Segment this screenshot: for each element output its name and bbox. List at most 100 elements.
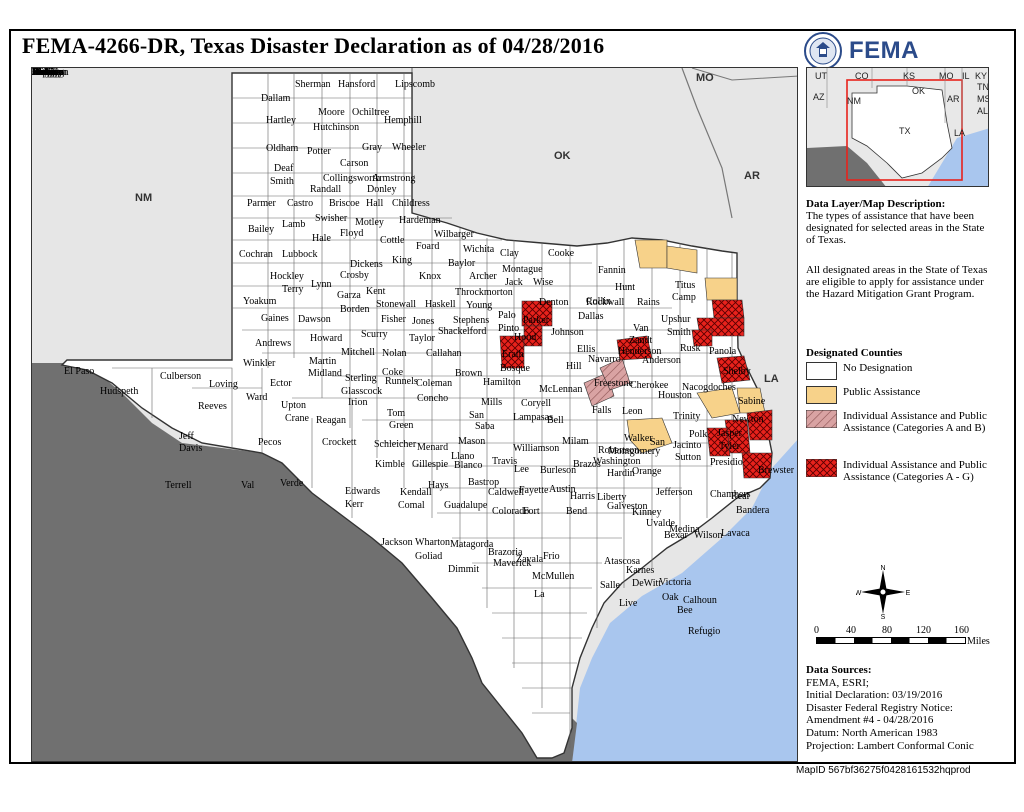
county-label: Nacogdoches xyxy=(682,382,736,393)
county-label: Swisher xyxy=(315,213,348,224)
county-label: Kimble xyxy=(375,459,405,470)
county-label: Kent xyxy=(366,286,386,297)
county-label: Matagorda xyxy=(450,539,494,550)
county-label: Washington xyxy=(593,456,641,467)
county-label: Bailey xyxy=(248,224,275,235)
county-label: Dallam xyxy=(261,93,291,104)
county-label: Shackelford xyxy=(438,326,487,337)
county-label: Burleson xyxy=(540,465,577,476)
compass-s: S xyxy=(881,614,886,619)
county-label: Montague xyxy=(502,264,543,275)
county-label: Victoria xyxy=(659,577,692,588)
county-label: Austin xyxy=(549,484,576,495)
county-label: Lamb xyxy=(282,219,306,230)
county-label: Mitchell xyxy=(341,347,375,358)
county-label: Coryell xyxy=(521,398,551,409)
state-label-ar: AR xyxy=(744,170,760,182)
county-label: Motley xyxy=(355,217,384,228)
county-label: Baylor xyxy=(448,258,476,269)
county-label: Bell xyxy=(547,415,564,426)
inset-map: UT CO KS MO IL KY AZ NM OK AR TN MS AL TX LA xyxy=(806,67,989,187)
county-label: Duval xyxy=(32,67,57,78)
county-label: Verde xyxy=(280,478,304,489)
county-hood xyxy=(523,325,543,347)
county-label: Blanco xyxy=(454,460,483,471)
county-label: Schleicher xyxy=(374,439,417,450)
county-label: Lee xyxy=(514,464,529,475)
county-label: Harrison xyxy=(32,67,67,78)
county-label: Marion xyxy=(32,67,62,78)
county-label: Carson xyxy=(340,158,369,169)
county-label: Archer xyxy=(469,271,497,282)
county-label: Parker xyxy=(523,315,550,326)
county-label: Jim xyxy=(32,67,47,78)
county-label: Childress xyxy=(392,198,430,209)
state-label-la: LA xyxy=(764,373,779,385)
county-label: Hardin xyxy=(607,468,635,479)
county-label: Mills xyxy=(481,397,503,408)
county-label: Borden xyxy=(340,304,370,315)
county-label: Saba xyxy=(475,421,495,432)
county-label: Gregg xyxy=(32,67,57,78)
county-label: Johnson xyxy=(551,327,584,338)
county-label: Andrews xyxy=(255,338,292,349)
county-label: Titus xyxy=(675,280,696,291)
county-label: Refugio xyxy=(688,626,721,637)
inset-state-label: KY xyxy=(975,71,988,81)
legend-label: No Designation xyxy=(843,362,913,374)
inset-state-label: UT xyxy=(815,71,827,81)
county-label: Henderson xyxy=(618,346,662,357)
county-label: Stephens xyxy=(453,315,490,326)
legend-swatch-yellow xyxy=(806,386,837,404)
county-freestone xyxy=(599,357,631,391)
county-label: San xyxy=(469,410,484,421)
inset-texas xyxy=(851,85,953,179)
county-label: Hale xyxy=(312,233,331,244)
county-label: Falls xyxy=(592,405,612,416)
county-label: Smith xyxy=(270,176,294,187)
mexico-land xyxy=(32,363,577,761)
county-label: Zavala xyxy=(516,554,544,565)
county-label: Kenedy xyxy=(32,67,64,78)
county-label: Howard xyxy=(310,333,343,344)
county-label: Jackson xyxy=(381,537,413,548)
county-label: Dickens xyxy=(350,259,383,270)
inset-state-label: TX xyxy=(899,126,911,136)
county-label: Hunt xyxy=(615,282,635,293)
county-label: Willacy xyxy=(32,67,64,78)
county-label: Stonewall xyxy=(376,299,416,310)
county-label: Karnes xyxy=(626,565,655,576)
county-label: Hidalgo xyxy=(32,67,65,78)
inset-state-label: TN xyxy=(977,82,989,92)
county-label: Uvalde xyxy=(646,518,675,529)
county-label: Irion xyxy=(348,397,368,408)
county-shelby xyxy=(716,355,751,384)
inset-state-label: OK xyxy=(912,86,926,96)
map-frame xyxy=(9,29,1016,764)
county-label: Kleberg xyxy=(32,67,65,78)
county-label: Hays xyxy=(428,480,449,491)
legend-swatch-diag-hatch xyxy=(806,410,837,428)
county-label: Cherokee xyxy=(630,380,669,391)
county-label: Wharton xyxy=(415,537,450,548)
county-label: Kendall xyxy=(400,487,432,498)
county-label: Wilson xyxy=(694,530,723,541)
county-label: Dimmit xyxy=(448,564,480,575)
county-label: Castro xyxy=(287,198,314,209)
county-label: Oldham xyxy=(266,143,299,154)
legend-item-ia-pa-ag: Individual Assistance and Public Assista… xyxy=(806,459,993,483)
scale-tick-120: 120 xyxy=(916,625,931,636)
county-label: Bowie xyxy=(32,67,59,78)
county-label: Jacinto xyxy=(673,440,702,451)
county-label: Jeff xyxy=(179,431,194,442)
county-label: Gillespie xyxy=(412,459,449,470)
county-label: Rains xyxy=(637,297,660,308)
county-label: Collingsworth xyxy=(323,173,381,184)
fema-logo-text: FEMA xyxy=(849,37,919,64)
county-label: Bosque xyxy=(500,363,530,374)
county-label: Cameron xyxy=(32,67,69,78)
county-label: Lamar xyxy=(32,67,59,78)
county-label: Ector xyxy=(270,378,292,389)
county-label: Hamilton xyxy=(483,377,521,388)
county-label: Ochiltree xyxy=(352,107,390,118)
